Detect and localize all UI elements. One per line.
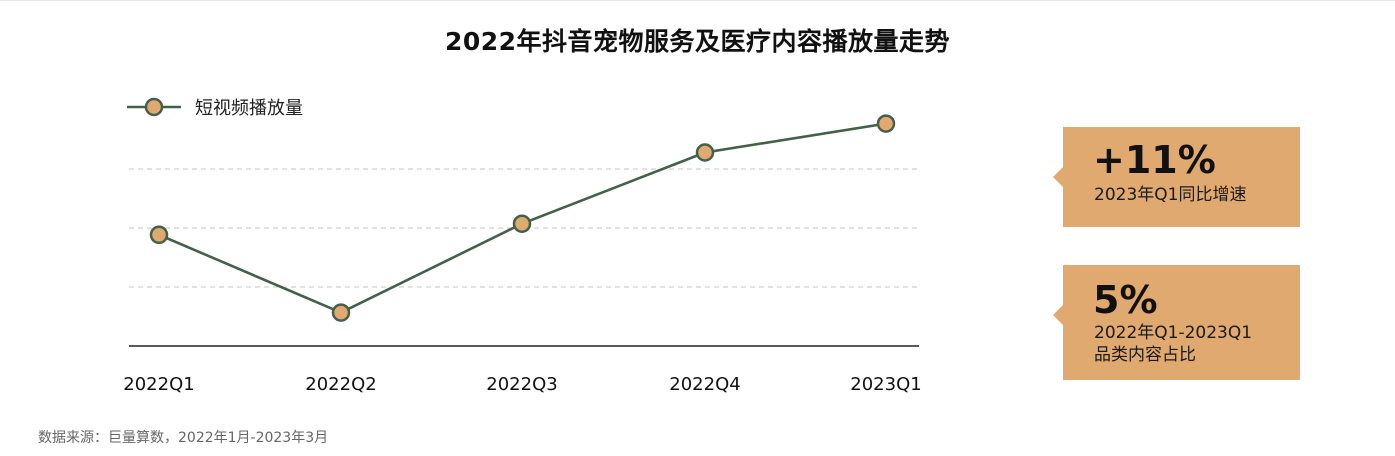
x-tick-label: 2022Q1 (123, 374, 194, 395)
yoy-growth-label: 2023年Q1同比增速 (1094, 184, 1246, 206)
yoy-growth-label-line: 2023年Q1同比增速 (1094, 185, 1247, 205)
line-chart: 2022Q1 2022Q2 2022Q3 2022Q4 2023Q1 (123, 114, 922, 395)
data-point-2022Q3 (512, 214, 532, 233)
data-point-2023Q1 (876, 114, 896, 133)
category-share-label-line-1: 2022年Q1-2023Q1 (1094, 323, 1253, 343)
yoy-growth-callout: +11% 2023年Q1同比增速 (1053, 127, 1300, 227)
yoy-growth-value: +11% (1093, 138, 1216, 182)
top-divider (0, 0, 1395, 1)
category-share-label-line-2: 品类内容占比 (1094, 345, 1196, 365)
legend: 短视频播放量 (127, 94, 303, 120)
category-share-callout: 5% 2022年Q1-2023Q1 品类内容占比 (1053, 265, 1300, 380)
category-share-value: 5% (1093, 278, 1158, 322)
data-point-2022Q1 (149, 225, 169, 245)
legend-line-marker-icon (127, 97, 181, 117)
data-source-note: 数据来源：巨量算数，2022年1月-2023年3月 (38, 430, 329, 446)
x-tick-label: 2023Q1 (850, 374, 921, 395)
x-tick-label: 2022Q3 (486, 374, 557, 395)
data-point-2022Q4 (695, 143, 715, 162)
legend-label: 短视频播放量 (195, 98, 303, 119)
data-point-2022Q2 (331, 303, 351, 322)
x-tick-label: 2022Q4 (669, 374, 740, 395)
x-tick-label: 2022Q2 (305, 374, 376, 395)
chart-title: 2022年抖音宠物服务及医疗内容播放量走势 (444, 27, 951, 56)
category-share-label: 2022年Q1-2023Q1 品类内容占比 (1094, 322, 1252, 366)
